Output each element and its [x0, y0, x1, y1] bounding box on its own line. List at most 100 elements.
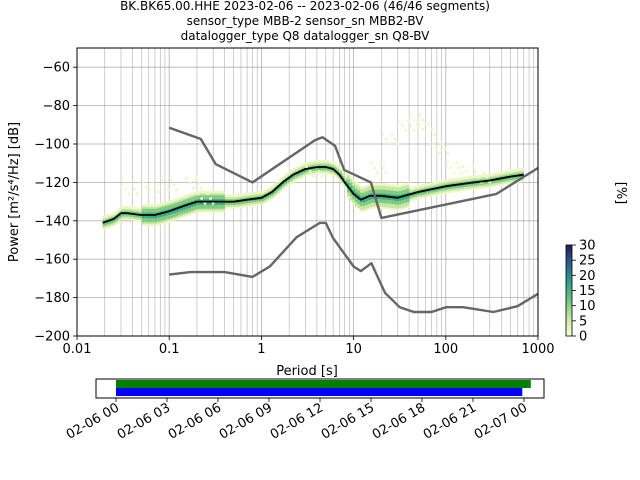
heatmap-cell	[240, 197, 244, 201]
heatmap-cell	[126, 217, 129, 221]
heatmap-cell	[162, 219, 166, 223]
heatmap-cell	[505, 174, 509, 177]
heatmap-cell	[443, 179, 446, 183]
heatmap-cell	[253, 203, 257, 206]
heatmap-cell	[380, 186, 384, 190]
heatmap-cell	[167, 204, 171, 208]
heatmap-cell	[357, 184, 361, 187]
heatmap-cell	[120, 215, 124, 219]
heatmap-cell	[414, 187, 418, 191]
heatmap-cell	[206, 190, 210, 194]
heatmap-cell	[237, 195, 241, 199]
heatmap-cell	[380, 202, 384, 205]
heatmap-cell	[360, 186, 363, 189]
heatmap-cell	[113, 211, 116, 215]
heatmap-cell	[326, 169, 329, 173]
heatmap-cell	[165, 218, 168, 222]
y-tick-label: −80	[43, 99, 70, 114]
heatmap-cell	[373, 205, 376, 209]
heatmap-cell	[487, 185, 491, 188]
heatmap-cell	[110, 216, 114, 220]
heatmap-cell	[289, 177, 293, 181]
heatmap-cell	[152, 215, 155, 219]
heatmap-cell	[224, 194, 228, 198]
heatmap-cell	[230, 198, 233, 202]
heatmap-cell	[490, 177, 493, 180]
heatmap-cell	[287, 181, 290, 185]
heatmap-cell	[284, 185, 288, 189]
heatmap-cell	[349, 185, 353, 189]
heatmap-cell	[331, 165, 335, 169]
heatmap-cell	[312, 175, 315, 178]
heatmap-cell	[313, 168, 316, 171]
heatmap-cell	[297, 165, 301, 169]
heatmap-cell	[434, 147, 438, 150]
heatmap-cell	[237, 203, 241, 207]
heatmap-cell	[217, 205, 220, 209]
heatmap-cell	[347, 182, 350, 186]
heatmap-cell	[471, 175, 475, 179]
heatmap-cell	[141, 223, 145, 227]
heatmap-cell	[421, 118, 425, 122]
heatmap-cell	[222, 198, 225, 202]
heatmap-cell	[159, 216, 163, 219]
x-tick-label: 0.1	[159, 342, 180, 357]
heatmap-cell	[214, 198, 218, 202]
heatmap-cell	[245, 204, 249, 208]
heatmap-cell	[219, 198, 223, 202]
heatmap-cell	[513, 169, 517, 172]
heatmap-cell	[217, 192, 220, 196]
heatmap-cell	[170, 217, 173, 220]
heatmap-cell	[461, 180, 465, 184]
heatmap-cell	[422, 191, 426, 195]
heatmap-cell	[191, 196, 194, 200]
heatmap-cell	[354, 205, 358, 208]
heatmap-cell	[334, 168, 337, 172]
heatmap-cell	[380, 198, 384, 202]
heatmap-cell	[120, 209, 124, 213]
coverage-tick-label: 02-06 00	[64, 400, 122, 442]
heatmap-cell	[497, 173, 501, 177]
heatmap-cell	[178, 216, 181, 220]
heatmap-cell	[375, 186, 379, 190]
heatmap-cell	[295, 176, 298, 179]
heatmap-cell	[180, 213, 184, 217]
heatmap-cell	[209, 205, 212, 209]
heatmap-cell	[302, 162, 306, 166]
heatmap-cell	[287, 173, 290, 177]
heatmap-cell	[193, 207, 197, 210]
heatmap-cell	[209, 204, 212, 207]
heatmap-cell	[198, 192, 202, 196]
heatmap-cell	[292, 169, 296, 173]
figure-title-line2: sensor_type MBB-2 sensor_sn MBB2-BV	[187, 14, 425, 28]
heatmap-cell	[334, 172, 337, 176]
heatmap-cell	[315, 167, 319, 171]
heatmap-cell	[149, 217, 153, 221]
heatmap-cell	[412, 198, 415, 201]
heatmap-cell	[417, 192, 420, 196]
heatmap-cell	[396, 192, 400, 196]
heatmap-cell	[474, 182, 478, 186]
heatmap-cell	[451, 178, 454, 182]
heatmap-cell	[487, 183, 491, 186]
heatmap-cell	[159, 219, 163, 223]
heatmap-cell	[209, 194, 212, 198]
heatmap-cell	[357, 199, 361, 203]
heatmap-cell	[397, 119, 401, 123]
heatmap-cell	[243, 202, 246, 206]
heatmap-cell	[367, 189, 371, 193]
heatmap-cell	[406, 189, 410, 193]
heatmap-cell	[107, 217, 111, 221]
heatmap-cell	[170, 203, 173, 207]
heatmap-cell	[139, 211, 142, 215]
heatmap-cell	[193, 210, 197, 214]
heatmap-cell	[326, 163, 329, 167]
heatmap-cell	[503, 172, 506, 176]
heatmap-cell	[399, 199, 402, 203]
heatmap-cell	[193, 197, 197, 201]
heatmap-cell	[484, 173, 488, 177]
heatmap-cell	[297, 167, 301, 171]
heatmap-cell	[383, 187, 387, 190]
heatmap-cell	[438, 184, 441, 188]
heatmap-cell	[365, 194, 368, 198]
